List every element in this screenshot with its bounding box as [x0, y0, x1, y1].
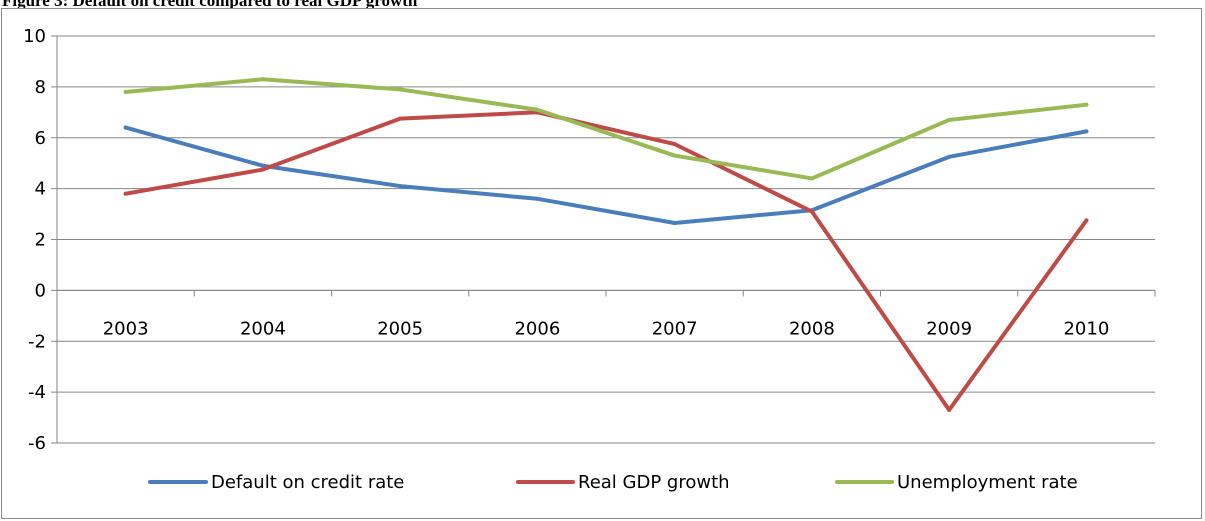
y-tick-label-8: 8	[35, 77, 46, 98]
x-tick-label-2010: 2010	[1063, 318, 1109, 339]
data-point-1-6	[947, 407, 952, 412]
data-point-1-5	[809, 209, 814, 214]
series-line-1	[123, 110, 1089, 412]
data-point-1-4	[672, 142, 677, 147]
x-tick-labels: 2003 2004 2005 2006 2007 2008 2009 2010	[103, 318, 1110, 339]
data-point-2-1	[260, 77, 265, 82]
data-point-2-0	[123, 89, 128, 94]
y-tick-label-10: 10	[23, 26, 46, 47]
x-tick-label-2009: 2009	[926, 318, 972, 339]
legend-label-1: Real GDP growth	[578, 472, 730, 493]
data-point-2-3	[535, 107, 540, 112]
grid-lines	[57, 35, 1155, 444]
data-point-0-6	[947, 154, 952, 159]
legend-label-2: Unemployment rate	[897, 472, 1078, 493]
x-tick-label-2007: 2007	[652, 318, 698, 339]
series-line-2	[123, 77, 1089, 181]
series-line-0	[123, 125, 1089, 225]
y-tick-label-2: 2	[35, 230, 46, 251]
x-tick-label-2004: 2004	[240, 318, 286, 339]
data-point-1-2	[398, 116, 403, 121]
x-tick-label-2003: 2003	[103, 318, 149, 339]
axes	[51, 35, 1156, 444]
x-tick-label-2005: 2005	[377, 318, 423, 339]
x-tick-label-2006: 2006	[514, 318, 560, 339]
x-tick-label-2008: 2008	[789, 318, 835, 339]
data-point-2-2	[398, 87, 403, 92]
data-point-0-7	[1084, 129, 1089, 134]
y-tick-label--4: -4	[28, 382, 46, 403]
chart-frame	[1, 8, 1202, 519]
data-point-2-6	[947, 117, 952, 122]
data-point-2-4	[672, 153, 677, 158]
data-point-0-0	[123, 125, 128, 130]
legend-label-0: Default on credit rate	[211, 472, 404, 493]
data-point-1-0	[123, 191, 128, 196]
series-lines	[123, 77, 1089, 412]
y-tick-label-4: 4	[35, 179, 46, 200]
figure-title: Figure 3: Default on credit compared to …	[2, 0, 418, 10]
legend: Default on credit rate Real GDP growth Une…	[148, 472, 1078, 493]
y-tick-label--2: -2	[28, 331, 46, 352]
data-point-2-7	[1084, 102, 1089, 107]
data-point-0-2	[398, 184, 403, 189]
data-point-2-5	[809, 176, 814, 181]
y-tick-label--6: -6	[28, 433, 46, 454]
y-tick-labels: -6 -4 -2 0 2 4 6 8 10	[23, 26, 46, 454]
data-point-0-4	[672, 220, 677, 225]
y-tick-label-0: 0	[35, 280, 46, 301]
data-point-0-1	[260, 163, 265, 168]
y-tick-label-6: 6	[35, 128, 46, 149]
data-point-1-1	[260, 167, 265, 172]
data-point-1-7	[1084, 218, 1089, 223]
data-point-0-3	[535, 196, 540, 201]
